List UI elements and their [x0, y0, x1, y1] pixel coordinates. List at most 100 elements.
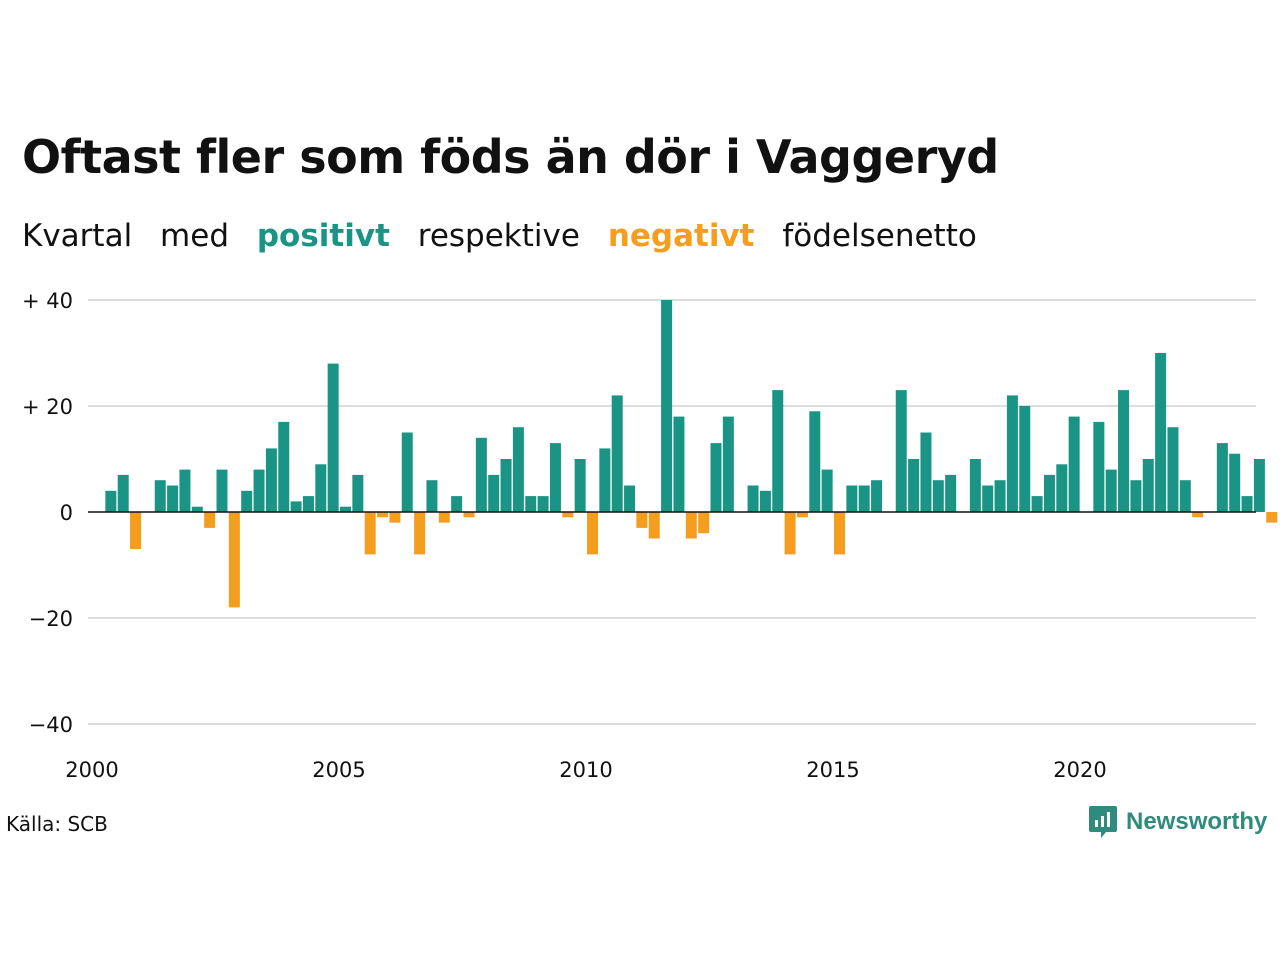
y-tick-label: 0 — [60, 501, 73, 525]
bar-positive — [1056, 464, 1068, 512]
bar-positive — [352, 474, 364, 512]
subtitle-word: respektive — [417, 218, 580, 254]
bar-positive — [895, 390, 907, 512]
bar-positive — [1167, 427, 1179, 512]
bar-positive — [1031, 496, 1043, 512]
bar-positive — [1019, 406, 1031, 512]
bar-positive — [525, 496, 537, 512]
bar-positive — [599, 448, 611, 512]
bar-positive — [574, 459, 586, 512]
bar-positive — [1142, 459, 1154, 512]
x-tick-label: 2020 — [1053, 758, 1106, 782]
newsworthy-logo: Newsworthy — [1088, 804, 1267, 840]
bar-positive — [722, 416, 734, 512]
bar-positive — [340, 506, 351, 512]
bar-positive — [253, 469, 265, 512]
bar-positive — [1118, 390, 1130, 512]
bar-positive — [710, 443, 722, 512]
bar-positive — [1229, 453, 1241, 512]
bar-negative — [204, 512, 216, 528]
y-tick-label: −40 — [29, 713, 73, 737]
y-tick-label: + 20 — [22, 395, 73, 419]
bar-positive — [315, 464, 327, 512]
bar-negative — [636, 512, 648, 528]
bar-positive — [216, 469, 228, 512]
bar-positive — [549, 443, 561, 512]
bar-positive — [945, 474, 957, 512]
bar-negative — [796, 512, 808, 518]
bar-positive — [932, 480, 944, 512]
bar-negative — [1192, 512, 1204, 518]
bar-positive — [117, 474, 129, 512]
bar-positive — [401, 432, 413, 512]
subtitle-word: födelsenetto — [782, 218, 977, 254]
bar-positive — [772, 390, 784, 512]
bar-negative — [377, 512, 389, 518]
bar-positive — [673, 416, 685, 512]
bar-positive — [1043, 474, 1055, 512]
subtitle-word: med — [160, 218, 229, 254]
bar-negative — [834, 512, 845, 555]
x-tick-label: 2010 — [559, 758, 612, 782]
bar-positive — [1216, 443, 1228, 512]
bar-positive — [241, 490, 253, 512]
bar-positive — [661, 300, 673, 512]
bar-positive — [871, 480, 883, 512]
bar-positive — [451, 496, 463, 512]
bar-negative — [364, 512, 376, 555]
bar-positive — [1068, 416, 1080, 512]
bar-positive — [488, 474, 500, 512]
bar-positive — [327, 363, 339, 512]
bar-positive — [1253, 459, 1265, 512]
bar-positive — [537, 496, 549, 512]
bar-negative — [1266, 512, 1278, 523]
bar-positive — [1130, 480, 1142, 512]
bar-positive — [908, 459, 920, 512]
bar-positive — [846, 485, 858, 512]
x-tick-label: 2005 — [312, 758, 365, 782]
bar-positive — [858, 485, 870, 512]
bar-positive — [265, 448, 277, 512]
bar-positive — [290, 501, 302, 512]
bar-negative — [438, 512, 450, 523]
bar-negative — [389, 512, 401, 523]
bar-positive — [611, 395, 623, 512]
bar-positive — [809, 411, 821, 512]
bar-positive — [302, 496, 314, 512]
x-tick-label: 2000 — [65, 758, 118, 782]
bar-positive — [512, 427, 524, 512]
bar-positive — [426, 480, 438, 512]
bar-positive — [191, 506, 203, 512]
legend-negative-label: negativt — [607, 218, 755, 254]
bar-positive — [982, 485, 994, 512]
legend-positive-label: positivt — [256, 218, 390, 254]
bar-positive — [624, 485, 636, 512]
bar-positive — [105, 490, 117, 512]
bar-positive — [994, 480, 1006, 512]
bar-positive — [747, 485, 759, 512]
bar-negative — [463, 512, 475, 518]
bar-negative — [130, 512, 142, 550]
source-note: Källa: SCB — [6, 812, 108, 836]
y-tick-label: −20 — [29, 607, 73, 631]
bar-positive — [920, 432, 932, 512]
bar-positive — [500, 459, 512, 512]
x-tick-label: 2015 — [806, 758, 859, 782]
bar-positive — [1241, 496, 1253, 512]
bar-negative — [698, 512, 710, 534]
bar-positive — [1093, 421, 1105, 512]
bar-negative — [685, 512, 697, 539]
subtitle-word: Kvartal — [22, 218, 133, 254]
bar-positive — [821, 469, 833, 512]
bar-negative — [228, 512, 240, 608]
bar-negative — [562, 512, 574, 518]
chart-title: Oftast fler som föds än dör i Vaggeryd — [22, 130, 999, 184]
bar-positive — [154, 480, 166, 512]
bar-chart: + 40 + 20 0 −20 −40 2000 2005 2010 2015 2020 — [22, 289, 1278, 782]
bar-positive — [759, 490, 771, 512]
newsworthy-icon — [1089, 806, 1117, 838]
y-tick-label: + 40 — [22, 289, 73, 313]
bar-negative — [648, 512, 660, 539]
bar-positive — [179, 469, 191, 512]
bar-positive — [969, 459, 981, 512]
